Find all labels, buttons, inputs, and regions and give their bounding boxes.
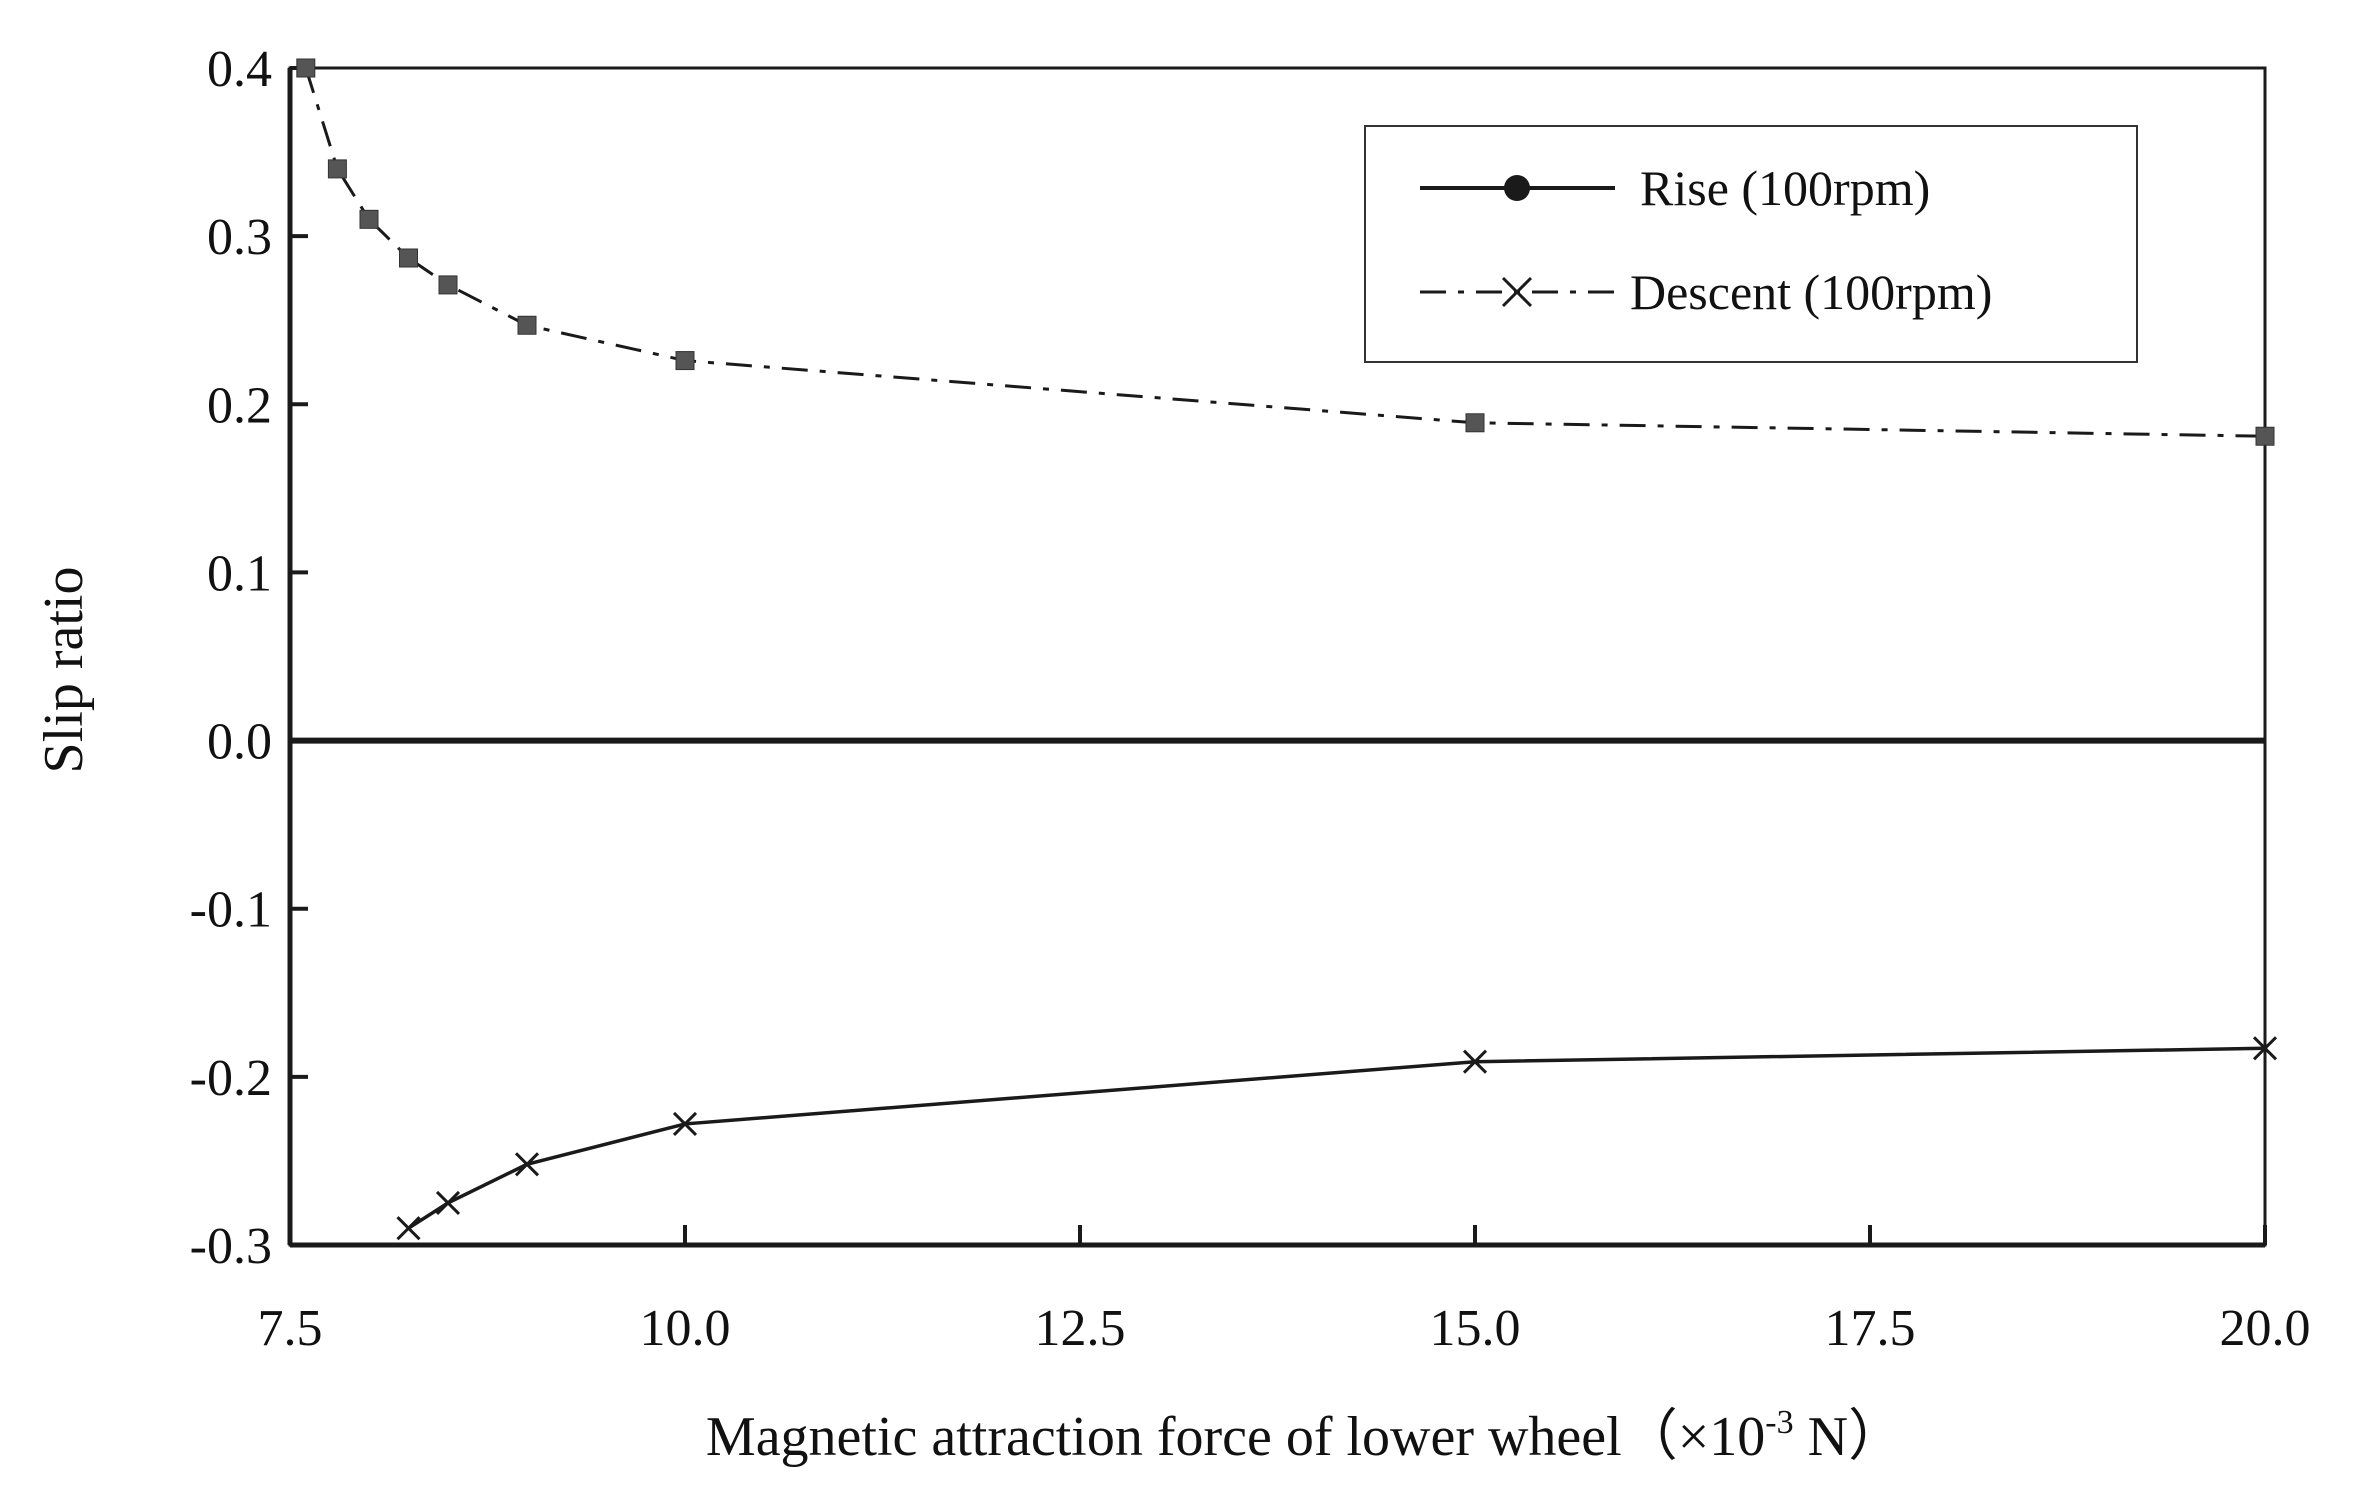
legend-box — [1364, 125, 2138, 363]
data-point-stroke — [435, 1190, 461, 1216]
data-point — [514, 1152, 540, 1177]
data-point — [675, 351, 695, 371]
data-point — [1462, 1049, 1488, 1074]
x-tick-label: 15.0 — [1430, 1300, 1521, 1357]
series-layer — [296, 58, 2278, 1241]
x-axis-title: Magnetic attraction force of lower wheel… — [706, 1404, 1904, 1468]
x-axis-title-exponent: -3 — [1765, 1404, 1793, 1441]
x-tick-label: 7.5 — [258, 1300, 323, 1357]
data-point-stroke — [1462, 1049, 1488, 1074]
data-point — [296, 58, 316, 78]
legend-rise-marker — [1504, 175, 1530, 201]
plot-area — [287, 66, 2267, 1248]
data-point — [517, 315, 537, 335]
series-descent — [296, 58, 2275, 446]
data-point — [672, 1111, 698, 1136]
x-axis-title-main: Magnetic attraction force of lower wheel… — [706, 1406, 1765, 1468]
x-tick-label: 10.0 — [640, 1300, 731, 1357]
y-tick-label: 0.1 — [207, 545, 272, 602]
data-point-stroke — [396, 1216, 421, 1241]
legend: Rise (100rpm) Descent (100rpm) — [1364, 125, 2138, 363]
data-point — [327, 159, 347, 179]
y-axis-title: Slip ratio — [33, 567, 95, 774]
x-axis: 7.5 10.0 12.5 15.0 17.5 20.0 — [258, 1225, 2311, 1357]
x-axis-title-unit: N） — [1794, 1406, 1904, 1468]
data-point — [438, 275, 458, 295]
data-point — [399, 248, 418, 268]
data-point — [396, 1216, 421, 1241]
y-tick-label: -0.1 — [190, 882, 272, 939]
y-tick-label: -0.2 — [190, 1050, 272, 1107]
data-point — [1465, 413, 1485, 433]
y-tick-label: 0.2 — [207, 377, 272, 434]
x-tick-label: 17.5 — [1825, 1300, 1916, 1357]
data-point — [359, 209, 379, 229]
data-point — [2255, 426, 2275, 446]
y-tick-label: 0.4 — [207, 41, 272, 98]
series-line — [304, 67, 2266, 438]
legend-rise-label: Rise (100rpm) — [1640, 160, 1930, 216]
y-axis: 0.4 0.3 0.2 0.1 0.0 -0.1 -0.2 -0.3 — [190, 41, 308, 1275]
y-tick-label: 0.0 — [207, 714, 272, 771]
y-tick-label: 0.3 — [207, 209, 272, 266]
data-point — [2252, 1036, 2278, 1061]
x-tick-label: 20.0 — [2220, 1300, 2311, 1357]
legend-descent-marker — [1501, 276, 1533, 308]
data-point-stroke — [514, 1152, 540, 1177]
series-rise — [396, 1036, 2278, 1241]
data-point — [435, 1190, 461, 1216]
data-point-stroke — [672, 1111, 698, 1136]
legend-descent-label: Descent (100rpm) — [1630, 264, 1992, 320]
series-line — [407, 1046, 2266, 1230]
x-tick-label: 12.5 — [1035, 1300, 1126, 1357]
data-point-stroke — [2252, 1036, 2278, 1061]
y-tick-label: -0.3 — [190, 1218, 272, 1275]
